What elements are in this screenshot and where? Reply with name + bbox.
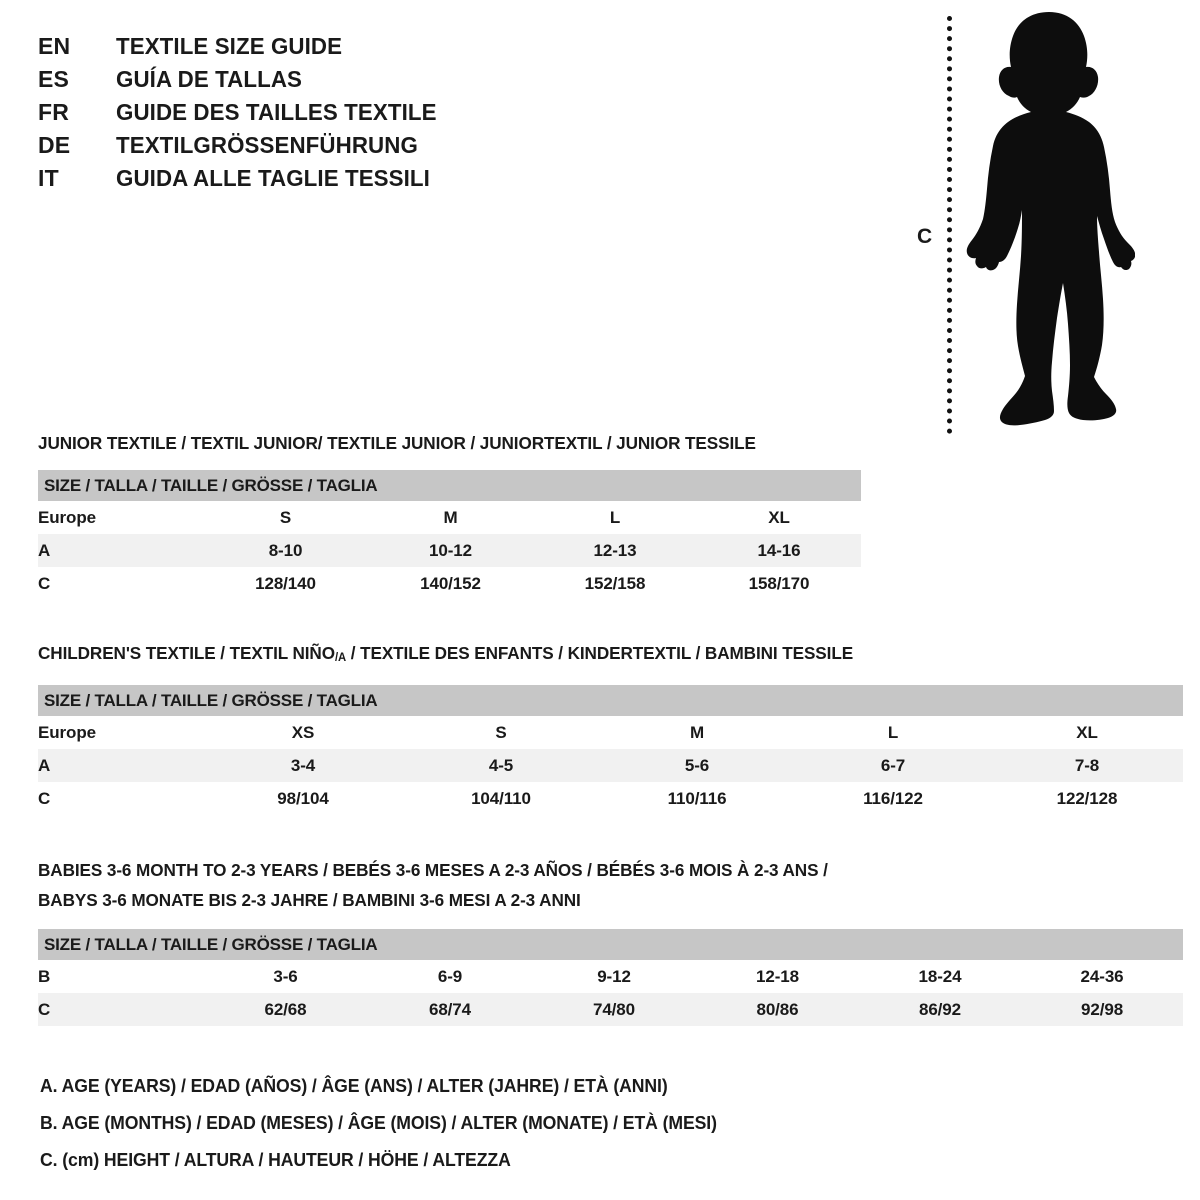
legend-line-c: C. (cm) HEIGHT / ALTURA / HAUTEUR / HÖHE… — [40, 1150, 511, 1170]
children-cell-a-0: 3-4 — [203, 749, 403, 783]
table-row: A 3-4 4-5 5-6 6-7 7-8 — [38, 749, 1183, 783]
junior-header-bar-label: SIZE / TALLA / TAILLE / GRÖSSE / TAGLIA — [38, 470, 862, 501]
table-row: Europe XS S M L XL — [38, 716, 1183, 749]
children-cell-europe-0: XS — [291, 722, 315, 742]
language-row-it: IT GUIDA ALLE TAGLIE TESSILI — [38, 162, 598, 195]
children-row-label-c: C — [38, 788, 51, 808]
table-row: C 128/140 140/152 152/158 158/170 — [38, 567, 861, 600]
children-title-subscript: /A — [334, 652, 347, 665]
babies-cell-b-5: 24-36 — [1080, 966, 1124, 986]
babies-section-title: BABIES 3-6 MONTH TO 2-3 YEARS / BEBÉS 3-… — [38, 855, 1160, 915]
children-cell-a-3: 6-7 — [795, 749, 991, 783]
toddler-silhouette-icon — [966, 12, 1135, 426]
junior-cell-a-0: 8-10 — [203, 534, 368, 567]
junior-row-label-a: A — [38, 534, 203, 567]
babies-cell-b-3: 12-18 — [756, 966, 799, 986]
legend-line-a: A. AGE (YEARS) / EDAD (AÑOS) / ÂGE (ANS)… — [40, 1076, 668, 1096]
junior-cell-europe-2: L — [609, 507, 621, 527]
babies-cell-c-4: 86/92 — [859, 993, 1021, 1026]
children-row-label-europe: Europe — [38, 722, 96, 742]
babies-row-label-c: C — [38, 993, 203, 1026]
children-cell-c-0: 98/104 — [277, 788, 329, 808]
junior-size-table: SIZE / TALLA / TAILLE / GRÖSSE / TAGLIA … — [38, 470, 862, 600]
babies-cell-b-4: 18-24 — [918, 966, 962, 986]
children-textile-section: CHILDREN'S TEXTILE / TEXTIL NIÑO/A / TEX… — [38, 640, 1183, 815]
junior-section-title: JUNIOR TEXTILE / TEXTIL JUNIOR/ TEXTILE … — [38, 433, 756, 453]
language-code-it: IT — [38, 165, 59, 191]
junior-cell-a-2: 12-13 — [533, 534, 697, 567]
language-code-de: DE — [38, 132, 71, 158]
babies-header-bar-label: SIZE / TALLA / TAILLE / GRÖSSE / TAGLIA — [38, 929, 1184, 960]
language-title-it: GUIDA ALLE TAGLIE TESSILI — [116, 165, 430, 191]
children-table-header-bar: SIZE / TALLA / TAILLE / GRÖSSE / TAGLIA — [38, 685, 1183, 717]
language-row-fr: FR GUIDE DES TAILLES TEXTILE — [38, 96, 598, 129]
children-cell-europe-4: XL — [1076, 722, 1098, 742]
children-cell-c-3: 116/122 — [863, 788, 923, 808]
junior-cell-a-3: 14-16 — [697, 534, 862, 567]
children-cell-a-2: 5-6 — [599, 749, 795, 783]
language-title-es: GUÍA DE TALLAS — [116, 66, 303, 92]
babies-title-line2: BABYS 3-6 MONATE BIS 2-3 JAHRE / BAMBINI… — [38, 890, 581, 910]
babies-cell-c-0: 62/68 — [203, 993, 368, 1026]
junior-row-label-c: C — [38, 573, 51, 593]
language-title-block: EN TEXTILE SIZE GUIDE ES GUÍA DE TALLAS … — [38, 30, 598, 195]
table-row: B 3-6 6-9 9-12 12-18 18-24 24-36 — [38, 960, 1183, 993]
junior-cell-europe-3: XL — [768, 507, 790, 527]
language-row-de: DE TEXTILGRÖSSENFÜHRUNG — [38, 129, 598, 162]
table-row: C 62/68 68/74 74/80 80/86 86/92 92/98 — [38, 993, 1184, 1026]
junior-cell-a-1: 10-12 — [368, 534, 533, 567]
babies-table-header-bar: SIZE / TALLA / TAILLE / GRÖSSE / TAGLIA — [38, 929, 1184, 960]
children-section-title: CHILDREN'S TEXTILE / TEXTIL NIÑO/A / TEX… — [38, 640, 1160, 671]
children-row-label-a: A — [38, 749, 203, 783]
junior-cell-c-1: 140/152 — [420, 573, 481, 593]
language-code-en: EN — [38, 33, 71, 59]
language-row-en: EN TEXTILE SIZE GUIDE — [38, 30, 598, 63]
babies-cell-c-1: 68/74 — [368, 993, 532, 1026]
legend-line-b: B. AGE (MONTHS) / EDAD (MESES) / ÂGE (MO… — [40, 1113, 717, 1133]
table-row: C 98/104 104/110 110/116 116/122 122/128 — [38, 782, 1183, 815]
children-cell-a-4: 7-8 — [991, 749, 1183, 783]
babies-cell-c-5: 92/98 — [1021, 993, 1184, 1026]
junior-cell-c-3: 158/170 — [748, 573, 810, 593]
babies-title-line1: BABIES 3-6 MONTH TO 2-3 YEARS / BEBÉS 3-… — [38, 860, 828, 880]
babies-textile-section: BABIES 3-6 MONTH TO 2-3 YEARS / BEBÉS 3-… — [38, 855, 1184, 1026]
height-measurement-figure: C — [905, 8, 1135, 440]
children-cell-c-1: 104/110 — [471, 788, 531, 808]
children-title-part2: / TEXTILE DES ENFANTS / KINDERTEXTIL / B… — [346, 643, 854, 663]
junior-cell-europe-1: M — [443, 507, 458, 527]
children-cell-c-2: 110/116 — [667, 788, 727, 808]
junior-textile-section: JUNIOR TEXTILE / TEXTIL JUNIOR/ TEXTILE … — [38, 430, 862, 600]
junior-cell-c-2: 152/158 — [584, 573, 646, 593]
children-cell-europe-2: M — [689, 722, 705, 742]
children-size-table: SIZE / TALLA / TAILLE / GRÖSSE / TAGLIA … — [38, 685, 1183, 815]
babies-cell-c-2: 74/80 — [532, 993, 696, 1026]
children-title-part1: CHILDREN'S TEXTILE / TEXTIL NIÑO — [38, 643, 335, 663]
children-cell-europe-1: S — [495, 722, 507, 742]
babies-row-label-b: B — [38, 966, 51, 986]
height-dotted-line — [947, 16, 952, 434]
table-row: A 8-10 10-12 12-13 14-16 — [38, 534, 862, 567]
table-row: Europe S M L XL — [38, 501, 861, 534]
junior-table-header-bar: SIZE / TALLA / TAILLE / GRÖSSE / TAGLIA — [38, 470, 862, 501]
babies-cell-b-1: 6-9 — [437, 966, 463, 986]
measurement-legend: A. AGE (YEARS) / EDAD (AÑOS) / ÂGE (ANS)… — [40, 1068, 940, 1179]
babies-cell-b-2: 9-12 — [597, 966, 631, 986]
language-title-de: TEXTILGRÖSSENFÜHRUNG — [116, 132, 418, 158]
children-header-bar-label: SIZE / TALLA / TAILLE / GRÖSSE / TAGLIA — [38, 685, 1183, 717]
junior-cell-c-0: 128/140 — [255, 573, 316, 593]
language-title-en: TEXTILE SIZE GUIDE — [116, 33, 343, 59]
language-title-fr: GUIDE DES TAILLES TEXTILE — [116, 99, 437, 125]
babies-cell-c-3: 80/86 — [696, 993, 859, 1026]
language-code-es: ES — [38, 66, 70, 92]
children-cell-c-4: 122/128 — [1056, 788, 1118, 808]
babies-size-table: SIZE / TALLA / TAILLE / GRÖSSE / TAGLIA … — [38, 929, 1184, 1026]
language-row-es: ES GUÍA DE TALLAS — [38, 63, 598, 96]
children-cell-europe-3: L — [887, 722, 899, 742]
junior-cell-europe-0: S — [279, 507, 292, 527]
language-code-fr: FR — [38, 99, 70, 125]
junior-row-label-europe: Europe — [38, 507, 96, 527]
babies-cell-b-0: 3-6 — [273, 966, 298, 986]
children-cell-a-1: 4-5 — [403, 749, 599, 783]
height-measure-label: C — [917, 225, 933, 248]
